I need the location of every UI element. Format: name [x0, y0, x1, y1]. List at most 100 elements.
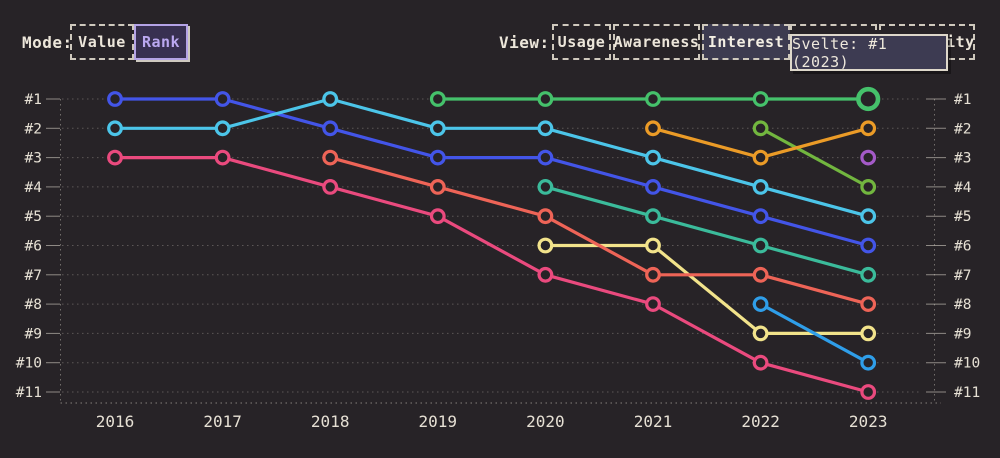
rank-label-left: #1	[25, 92, 42, 108]
chart-tooltip: Svelte: #1 (2023)	[790, 34, 948, 71]
year-label: 2016	[96, 412, 135, 431]
rank-label-right: #4	[954, 180, 972, 196]
point-indigo-2021[interactable]	[645, 178, 661, 195]
point-pink-2022[interactable]	[752, 354, 769, 371]
point-coral-2019[interactable]	[429, 178, 446, 195]
tooltip-text: Svelte: #1 (2023)	[792, 34, 888, 71]
point-cyan-2016[interactable]	[107, 120, 123, 137]
point-indigo-2019[interactable]	[429, 149, 446, 166]
rank-label-right: #6	[954, 239, 971, 255]
point-teal-2020[interactable]	[537, 178, 554, 195]
rank-label-right: #9	[954, 326, 971, 342]
series-lime	[752, 120, 877, 195]
point-coral-2022[interactable]	[752, 266, 769, 283]
point-pink-2023[interactable]	[860, 384, 877, 400]
point-pink-2016[interactable]	[107, 149, 123, 166]
highlighted-point-svelte-2023[interactable]	[856, 86, 881, 112]
series-coral	[322, 149, 877, 313]
rank-label-right: #3	[954, 151, 971, 167]
point-pink-2017[interactable]	[214, 149, 231, 166]
point-indigo-2018[interactable]	[322, 120, 339, 137]
mode-rank-button[interactable]: Rank	[134, 24, 188, 60]
year-label: 2018	[311, 412, 350, 431]
rank-label-right: #2	[954, 121, 971, 137]
rank-label-right: #10	[954, 356, 980, 372]
point-yellow-2023[interactable]	[860, 325, 877, 342]
point-blue-2023[interactable]	[860, 354, 877, 371]
point-cyan-2020[interactable]	[537, 120, 554, 137]
rank-label-left: #11	[16, 385, 42, 401]
rank-label-left: #3	[25, 151, 42, 167]
view-usage-button[interactable]: Usage	[552, 24, 611, 60]
line-pink	[113, 156, 870, 394]
series-purple	[860, 149, 877, 166]
year-label: 2017	[203, 412, 242, 431]
point-cyan-2018[interactable]	[322, 91, 339, 107]
series-cyan	[107, 91, 877, 225]
point-coral-2020[interactable]	[537, 208, 554, 225]
series-blue	[752, 296, 877, 371]
view-awareness-button[interactable]: Awareness	[613, 24, 700, 60]
point-lime-2023[interactable]	[860, 178, 877, 195]
point-purple-2023[interactable]	[860, 149, 877, 166]
point-orange-2023[interactable]	[860, 120, 877, 137]
point-svelte-2022[interactable]	[752, 91, 769, 107]
year-label: 2020	[526, 412, 565, 431]
point-indigo-2016[interactable]	[107, 91, 123, 107]
mode-label: Mode:	[22, 33, 73, 52]
point-teal-2021[interactable]	[645, 208, 661, 225]
year-label: 2019	[419, 412, 458, 431]
point-pink-2020[interactable]	[537, 266, 554, 283]
mode-value-button[interactable]: Value	[70, 24, 134, 60]
point-pink-2018[interactable]	[322, 178, 339, 195]
point-teal-2022[interactable]	[752, 237, 769, 254]
point-lime-2022[interactable]	[752, 120, 769, 137]
rank-label-left: #6	[25, 239, 42, 255]
series-teal	[537, 178, 877, 283]
point-svelte-2019[interactable]	[429, 91, 446, 107]
point-indigo-2017[interactable]	[214, 91, 231, 107]
point-yellow-2020[interactable]	[537, 237, 554, 254]
year-label: 2021	[634, 412, 673, 431]
line-cyan	[113, 97, 870, 218]
rank-label-left: #9	[25, 326, 42, 342]
year-label: 2023	[849, 412, 888, 431]
point-yellow-2022[interactable]	[752, 325, 769, 342]
rank-label-left: #2	[25, 121, 42, 137]
rank-label-left: #10	[16, 356, 42, 372]
point-teal-2023[interactable]	[860, 266, 877, 283]
point-blue-2022[interactable]	[752, 296, 769, 313]
rank-label-left: #4	[25, 180, 43, 196]
point-indigo-2020[interactable]	[537, 149, 554, 166]
point-pink-2019[interactable]	[429, 208, 446, 225]
rank-label-right: #11	[954, 385, 980, 401]
rank-label-left: #8	[25, 297, 42, 313]
series-indigo	[107, 91, 877, 254]
rank-label-right: #7	[954, 268, 971, 284]
point-indigo-2022[interactable]	[752, 208, 769, 225]
line-coral	[328, 156, 870, 306]
point-coral-2021[interactable]	[645, 266, 661, 283]
point-yellow-2021[interactable]	[645, 237, 661, 254]
point-coral-2023[interactable]	[860, 296, 877, 313]
point-svelte-2020[interactable]	[537, 91, 554, 107]
point-cyan-2021[interactable]	[645, 149, 661, 166]
point-cyan-2023[interactable]	[860, 208, 877, 225]
point-cyan-2017[interactable]	[214, 120, 231, 137]
point-svelte-2021[interactable]	[645, 91, 661, 107]
view-interest-button[interactable]: Interest	[702, 24, 790, 60]
rank-label-left: #5	[25, 209, 42, 225]
point-pink-2021[interactable]	[645, 296, 661, 313]
point-coral-2018[interactable]	[322, 149, 339, 166]
point-orange-2021[interactable]	[645, 120, 661, 137]
line-teal	[543, 185, 870, 277]
series-svelte	[429, 86, 881, 112]
point-orange-2022[interactable]	[752, 149, 769, 166]
line-blue	[758, 302, 870, 365]
point-cyan-2022[interactable]	[752, 178, 769, 195]
point-indigo-2023[interactable]	[860, 237, 877, 254]
point-cyan-2019[interactable]	[429, 120, 446, 137]
rank-label-right: #5	[954, 209, 971, 225]
rank-label-right: #1	[954, 92, 971, 108]
